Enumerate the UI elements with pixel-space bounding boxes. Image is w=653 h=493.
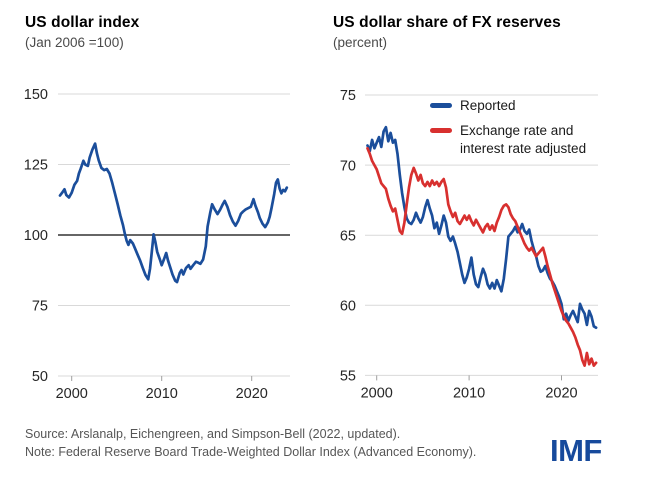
svg-text:70: 70 [340, 158, 356, 174]
svg-text:65: 65 [340, 228, 356, 244]
legend-label-adjusted: Exchange rate and interest rate adjusted [460, 122, 586, 158]
reported-line-swatch-icon [430, 103, 452, 108]
left-chart-subtitle: (Jan 2006 =100) [25, 35, 124, 50]
svg-text:125: 125 [24, 158, 48, 174]
legend-label-adjusted-line2: interest rate adjusted [460, 141, 587, 157]
svg-text:75: 75 [32, 299, 48, 315]
legend-item-reported: Reported [430, 97, 586, 115]
svg-text:100: 100 [24, 228, 48, 244]
note-text: Note: Federal Reserve Board Trade-Weight… [25, 445, 477, 459]
left-chart-title: US dollar index [25, 14, 140, 31]
svg-text:75: 75 [340, 88, 356, 104]
right-chart-title: US dollar share of FX reserves [333, 14, 561, 31]
svg-text:2020: 2020 [236, 386, 268, 402]
adjusted-line-swatch-icon [430, 128, 452, 133]
svg-text:50: 50 [32, 369, 48, 385]
imf-logo: IMF [550, 433, 602, 468]
svg-text:2010: 2010 [453, 385, 485, 401]
legend-item-adjusted: Exchange rate and interest rate adjusted [430, 122, 586, 158]
legend-label-adjusted-line1: Exchange rate and [460, 123, 574, 139]
legend-label-reported: Reported [460, 98, 516, 113]
right-chart-subtitle: (percent) [333, 35, 388, 50]
svg-text:2000: 2000 [56, 386, 88, 402]
usd-index-chart: 50 75 100 125 150 2000 2010 2020 [24, 87, 290, 402]
legend: Reported Exchange rate and interest rate… [430, 97, 586, 159]
svg-text:2020: 2020 [545, 385, 577, 401]
source-text: Source: Arslanalp, Eichengreen, and Simp… [25, 427, 401, 441]
svg-text:2010: 2010 [146, 386, 178, 402]
svg-text:2000: 2000 [361, 385, 393, 401]
svg-text:55: 55 [340, 369, 356, 385]
svg-text:150: 150 [24, 87, 48, 103]
svg-text:60: 60 [340, 299, 356, 315]
usd-share-chart: 55 60 65 70 75 2000 2010 2020 [340, 88, 598, 401]
